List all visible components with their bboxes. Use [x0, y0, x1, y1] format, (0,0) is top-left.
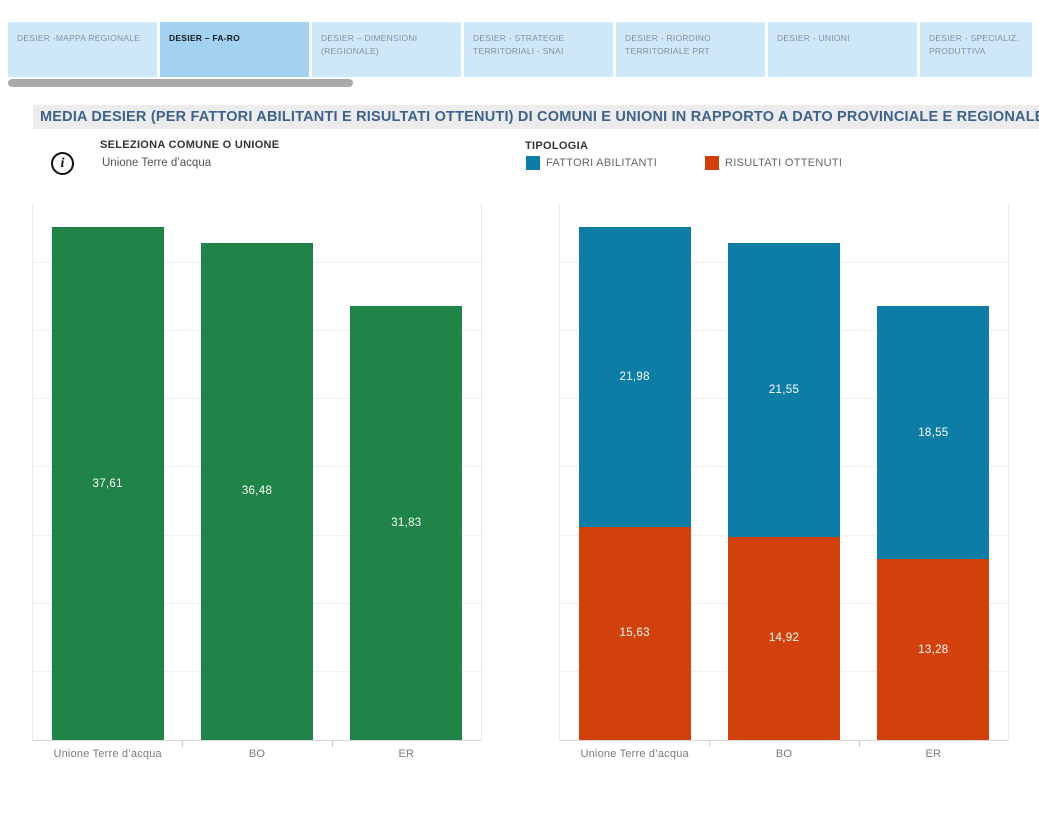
x-axis-label-er: ER — [925, 748, 942, 760]
bar-value-label: 31,83 — [391, 517, 422, 530]
bar-value-label: 21,55 — [768, 383, 800, 396]
segment-risultati-ottenuti-unione-terre-d-acqua[interactable]: 15,63 — [578, 526, 691, 740]
chart-media-desier-fa-ro-stacked: 15,63 21,98 Unione Terre d’acqua 14,92 21,55… — [559, 203, 1009, 760]
segment-fattori-abilitanti-er[interactable]: 18,55 — [877, 306, 990, 560]
segment-fattori-abilitanti-unione-terre-d-acqua[interactable]: 21,98 — [578, 227, 691, 527]
x-axis-label-bo: BO — [775, 748, 793, 760]
tab-label: DESIER - RIORDINO TERRITORIALE PRT — [625, 33, 711, 57]
bar-unione-terre-d-acqua[interactable]: 15,63 21,98 — [578, 227, 691, 740]
page-title: MEDIA DESIER (PER FATTORI ABILITANTI E R… — [33, 105, 1039, 129]
tab-bar: DESIER -MAPPA REGIONALE DESIER – FA-RO DES… — [8, 22, 1032, 77]
legend-item-fattori-abilitanti[interactable]: FATTORI ABILITANTI — [526, 156, 657, 170]
bar-unione-terre-d-acqua[interactable]: 37,61 — [51, 227, 164, 740]
bar-er[interactable]: 13,28 18,55 — [877, 306, 990, 740]
legend-title: TIPOLOGIA — [525, 140, 589, 152]
tab-label: DESIER – FA-RO — [169, 33, 241, 43]
legend-swatch-risultati-ottenuti — [705, 156, 719, 170]
segment-risultati-ottenuti-er[interactable]: 13,28 — [877, 559, 990, 740]
bar-value-label: 14,92 — [768, 632, 800, 645]
segment-fattori-abilitanti-bo[interactable]: 21,55 — [728, 242, 840, 537]
x-axis-label-unione-terre-d-acqua: Unione Terre d’acqua — [580, 748, 689, 760]
bar-er[interactable]: 31,83 — [350, 306, 463, 740]
x-axis-tick — [709, 741, 710, 747]
legend-item-label: FATTORI ABILITANTI — [546, 157, 658, 169]
x-axis-tick — [182, 741, 183, 747]
bar-value-label: 18,55 — [918, 426, 949, 439]
bar-bo[interactable]: 14,92 21,55 — [728, 242, 840, 740]
bar-value-label: 36,48 — [241, 485, 273, 498]
bar-value-label: 15,63 — [619, 627, 650, 640]
bar-bo[interactable]: 36,48 — [201, 242, 313, 740]
tab-desier-dimensioni-regionale[interactable]: DESIER – DIMENSIONI (REGIONALE) — [312, 22, 461, 77]
comune-selector-label: SELEZIONA COMUNE O UNIONE — [100, 139, 280, 151]
legend-item-risultati-ottenuti[interactable]: RISULTATI OTTENUTI — [705, 156, 842, 170]
x-axis-label-unione-terre-d-acqua: Unione Terre d’acqua — [53, 748, 162, 760]
info-icon-glyph: i — [60, 155, 65, 171]
legend-swatch-fattori-abilitanti — [526, 156, 540, 170]
tab-label: DESIER - SPECIALIZ. PRODUTTIVA — [929, 33, 1019, 57]
tab-label: DESIER - STRATEGIE TERRITORIALI - SNAI — [473, 33, 565, 57]
comune-selector-value[interactable]: Unione Terre d’acqua — [102, 157, 212, 169]
segment-risultati-ottenuti-bo[interactable]: 14,92 — [728, 536, 840, 740]
x-axis-label-er: ER — [398, 748, 415, 760]
tab-label: DESIER -MAPPA REGIONALE — [17, 33, 141, 43]
tab-desier-fa-ro[interactable]: DESIER – FA-RO — [160, 22, 309, 77]
tab-desier-riordino-territoriale-prt[interactable]: DESIER - RIORDINO TERRITORIALE PRT — [616, 22, 765, 77]
tab-desier-mappa-regionale[interactable]: DESIER -MAPPA REGIONALE — [8, 22, 157, 77]
tab-label: DESIER – DIMENSIONI (REGIONALE) — [321, 33, 418, 57]
bar-value-label: 37,61 — [92, 477, 123, 490]
x-axis-tick — [332, 741, 333, 747]
tab-bar-scrollbar-thumb[interactable] — [8, 79, 353, 87]
bar-value-label: 21,98 — [619, 371, 650, 384]
info-icon[interactable]: i — [51, 152, 74, 175]
tab-desier-strategie-territoriali-snai[interactable]: DESIER - STRATEGIE TERRITORIALI - SNAI — [464, 22, 613, 77]
chart-media-desier-totale: 37,61 Unione Terre d’acqua 36,48 BO 31,83 ER — [32, 203, 482, 760]
legend-item-label: RISULTATI OTTENUTI — [725, 157, 843, 169]
tab-desier-specializ-produttiva[interactable]: DESIER - SPECIALIZ. PRODUTTIVA — [920, 22, 1032, 77]
bar-value-label: 13,28 — [918, 643, 949, 656]
tab-desier-unioni[interactable]: DESIER - UNIONI — [768, 22, 917, 77]
x-axis-label-bo: BO — [248, 748, 266, 760]
x-axis-tick — [859, 741, 860, 747]
tab-label: DESIER - UNIONI — [777, 33, 850, 43]
